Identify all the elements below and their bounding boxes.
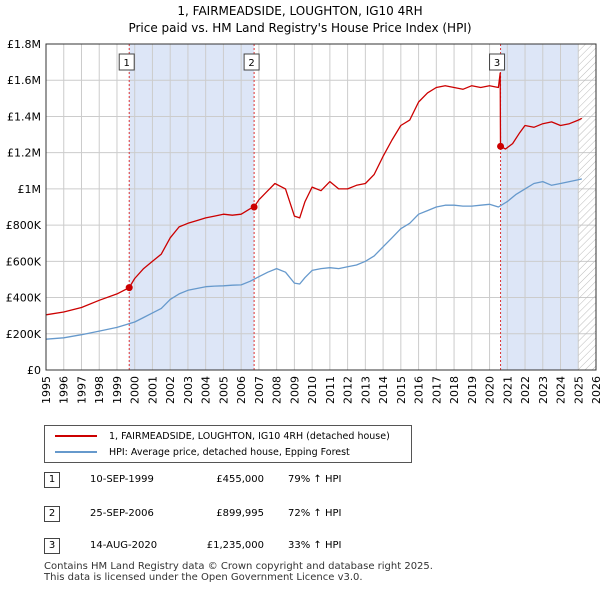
legend-hpi-swatch xyxy=(55,451,97,453)
legend-item-property: 1, FAIRMEADSIDE, LOUGHTON, IG10 4RH (det… xyxy=(45,428,390,444)
x-tick-label: 2021 xyxy=(501,376,514,404)
property-price-line xyxy=(45,72,583,316)
sale-hpi-change: 72% ↑ HPI xyxy=(288,508,342,519)
sale-label-box xyxy=(489,53,506,71)
sale-price: £899,995 xyxy=(216,508,264,519)
x-tick-label: 2011 xyxy=(324,376,337,404)
x-tick-label: 2017 xyxy=(430,376,443,404)
sale-label-box xyxy=(118,53,135,71)
y-tick-label: £800K xyxy=(6,219,42,232)
y-tick-label: £1.6M xyxy=(7,74,41,87)
y-tick-label: £600K xyxy=(6,255,42,268)
y-tick-label: £0 xyxy=(27,364,41,377)
ownership-shade xyxy=(500,44,579,370)
x-tick-label: 2009 xyxy=(288,376,301,404)
footer-copyright: Contains HM Land Registry data © Crown c… xyxy=(44,561,433,572)
sale-row: 1 10-SEP-1999 £455,000 79% ↑ HPI xyxy=(44,472,444,490)
forecast-hatch xyxy=(578,44,596,370)
sale-row: 3 14-AUG-2020 £1,235,000 33% ↑ HPI xyxy=(44,538,444,556)
sale-point xyxy=(250,203,258,211)
x-tick-label: 2013 xyxy=(359,376,372,404)
sale-number-badge: 2 xyxy=(44,506,60,522)
sale-date: 25-SEP-2006 xyxy=(90,508,154,519)
ownership-shade xyxy=(129,44,255,370)
footer: Contains HM Land Registry data © Crown c… xyxy=(44,561,433,583)
title-line-1: 1, FAIRMEADSIDE, LOUGHTON, IG10 4RH xyxy=(177,4,423,18)
title-line-2: Price paid vs. HM Land Registry's House … xyxy=(128,21,472,35)
chart-title: 1, FAIRMEADSIDE, LOUGHTON, IG10 4RH Pric… xyxy=(0,3,600,37)
sale-point xyxy=(497,142,505,150)
x-tick-label: 1997 xyxy=(75,376,88,404)
x-tick-label: 2019 xyxy=(466,376,479,404)
price-chart: 1 2 3 £0 £200K £400K £600K £800K £1M £1.2M £1.4M £… xyxy=(6,38,600,404)
y-tick-label: £1.4M xyxy=(7,110,41,123)
x-tick-label: 2016 xyxy=(413,376,426,404)
x-tick-label: 2007 xyxy=(253,376,266,404)
sale-number-badge: 1 xyxy=(44,472,60,488)
x-tick-label: 2001 xyxy=(146,376,159,404)
x-tick-label: 2022 xyxy=(519,376,532,404)
sale-date: 10-SEP-1999 xyxy=(90,474,154,485)
legend-property-swatch xyxy=(55,435,97,437)
x-tick-label: 2010 xyxy=(306,376,319,404)
sale-number-badge: 3 xyxy=(44,538,60,554)
sale-date: 14-AUG-2020 xyxy=(90,540,158,551)
x-tick-label: 1999 xyxy=(111,376,124,404)
x-tick-label: 2004 xyxy=(200,376,213,404)
sale-label-number: 1 xyxy=(124,58,130,69)
x-tick-label: 2000 xyxy=(129,376,142,404)
sale-price: £455,000 xyxy=(216,474,264,485)
x-tick-label: 2008 xyxy=(271,376,284,404)
y-tick-label: £200K xyxy=(6,328,42,341)
x-tick-label: 1996 xyxy=(58,376,71,404)
x-tick-label: 2006 xyxy=(235,376,248,404)
x-tick-label: 1998 xyxy=(93,376,106,404)
x-tick-label: 2018 xyxy=(448,376,461,404)
sale-row: 2 25-SEP-2006 £899,995 72% ↑ HPI xyxy=(44,506,444,524)
sale-point xyxy=(125,284,133,292)
sale-hpi-change: 33% ↑ HPI xyxy=(288,540,342,551)
sale-label-box xyxy=(243,53,260,71)
x-tick-label: 2012 xyxy=(342,376,355,404)
sale-hpi-change: 79% ↑ HPI xyxy=(288,474,342,485)
sale-price: £1,235,000 xyxy=(206,540,264,551)
footer-licence: This data is licensed under the Open Gov… xyxy=(44,572,363,583)
x-tick-label: 2002 xyxy=(164,376,177,404)
x-tick-label: 2003 xyxy=(182,376,195,404)
x-tick-label: 2023 xyxy=(537,376,550,404)
x-tick-label: 2014 xyxy=(377,376,390,404)
plot-frame xyxy=(45,43,597,371)
legend: 1, FAIRMEADSIDE, LOUGHTON, IG10 4RH (det… xyxy=(44,425,412,463)
sale-label-number: 3 xyxy=(494,58,500,69)
sale-label-number: 2 xyxy=(248,58,254,69)
legend-hpi-label: HPI: Average price, detached house, Eppi… xyxy=(109,446,350,458)
y-tick-label: £400K xyxy=(6,292,42,305)
legend-property-label: 1, FAIRMEADSIDE, LOUGHTON, IG10 4RH (det… xyxy=(109,430,390,442)
y-tick-label: £1.8M xyxy=(7,38,41,51)
x-tick-label: 2005 xyxy=(217,376,230,404)
x-tick-label: 2015 xyxy=(395,376,408,404)
hpi-line xyxy=(45,178,582,340)
x-tick-label: 2025 xyxy=(572,376,585,404)
x-tick-label: 2020 xyxy=(484,376,497,404)
x-tick-label: 1995 xyxy=(40,376,53,404)
y-tick-label: £1.2M xyxy=(7,147,41,160)
x-tick-label: 2024 xyxy=(555,376,568,404)
legend-item-hpi: HPI: Average price, detached house, Eppi… xyxy=(45,444,350,460)
x-tick-label: 2026 xyxy=(590,376,600,404)
y-tick-label: £1M xyxy=(18,183,42,196)
